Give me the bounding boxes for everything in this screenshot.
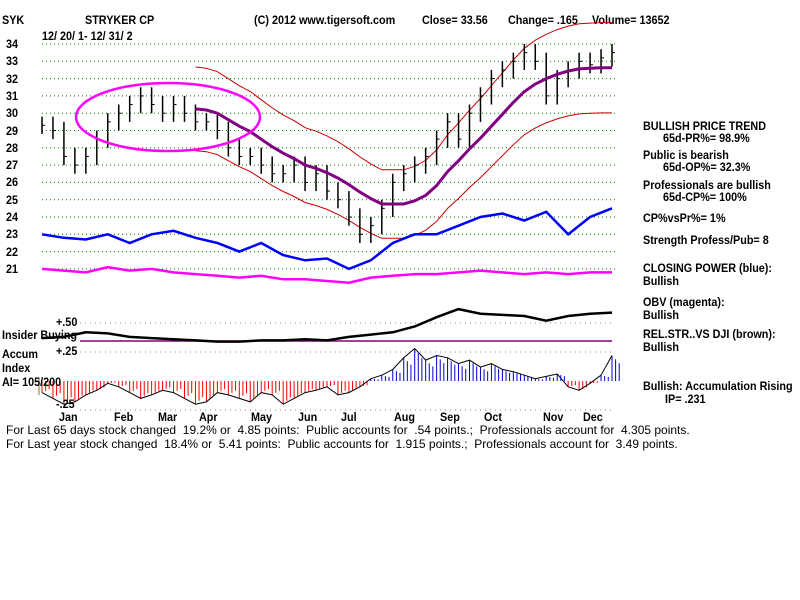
copyright: (C) 2012 www.tigersoft.com [254,13,396,27]
cp-value: 65d-CP%= 100% [663,190,747,204]
professionals-label: Professionals are bullish [643,178,771,192]
company-name: STRYKER CP [85,13,155,27]
upper-band [195,22,612,171]
closing-power-line [41,207,613,271]
rel-strength-line [41,307,613,343]
op-value: 65d-OP%= 32.3% [663,160,751,174]
close-value: Close= 33.56 [422,13,488,27]
price-tick-label: 29 [6,123,19,138]
change-value: Change= .165 [508,13,578,27]
accum-label: Accum [2,347,39,361]
price-tick-label: 24 [6,210,19,224]
month-label: Sep [439,410,460,424]
lower-tick-label: +.50 [56,315,78,329]
index-label: Index [2,361,31,375]
lower-tick-label: -.25 [56,397,75,411]
price-tick-label: 33 [6,54,19,69]
price-tick-label: 30 [6,106,19,121]
footer-line-65d: For Last 65 days stock changed 19.2% or … [6,423,690,437]
ip-value: IP= .231 [665,392,706,406]
closing-power-status: Bullish [643,274,680,288]
relstr-status: Bullish [643,340,680,354]
footer-line-year: For Last year stock changed 18.4% or 5.4… [6,437,678,451]
obv-line [41,265,612,284]
month-label: Mar [158,410,178,424]
price-tick-label: 21 [6,261,19,276]
trend-label: BULLISH PRICE TREND [643,119,767,133]
month-label: Nov [542,410,564,424]
pr-value: 65d-PR%= 98.9% [663,131,750,145]
ticker: SYK [2,13,25,27]
price-tick-label: 34 [6,37,19,51]
accum-index-line [41,347,613,405]
ai-label: AI= 105/200 [2,375,62,389]
price-tick-label: 28 [6,140,19,155]
cpvspr-value: CP%vsPr%= 1% [643,211,726,225]
month-label: Aug [393,410,415,424]
price-tick-label: 26 [6,175,19,190]
price-tick-label: 25 [6,192,19,207]
month-label: Jun [298,410,318,424]
price-tick-label: 31 [6,88,19,103]
closing-power-label: CLOSING POWER (blue): [643,261,772,275]
annotation-ellipse [74,81,262,153]
public-label: Public is bearish [643,148,729,162]
lower-tick-label: +.25 [56,344,78,358]
price-tick-label: 32 [6,71,19,86]
price-tick-label: 22 [6,244,19,259]
month-label: Jul [341,410,357,424]
month-label: Jan [59,410,79,424]
month-label: Apr [198,410,218,424]
obv-status: Bullish [643,308,680,322]
relstr-label: REL.STR..VS DJI (brown): [643,327,776,341]
month-label: Oct [483,410,502,424]
strength-value: Strength Profess/Pub= 8 [643,233,769,247]
obv-label: OBV (magenta): [643,295,725,309]
date-range: 12/ 20/ 1- 12/ 31/ 2 [42,29,133,43]
moving-average-line [195,66,612,206]
price-tick-label: 27 [6,158,19,173]
month-label: Dec [583,410,604,424]
insider-buying-label: Insider Buying [2,328,78,342]
month-label: Feb [114,410,134,424]
accum-status: Bullish: Accumulation Rising [643,379,793,393]
month-label: May [251,410,273,424]
price-tick-label: 23 [6,227,19,242]
